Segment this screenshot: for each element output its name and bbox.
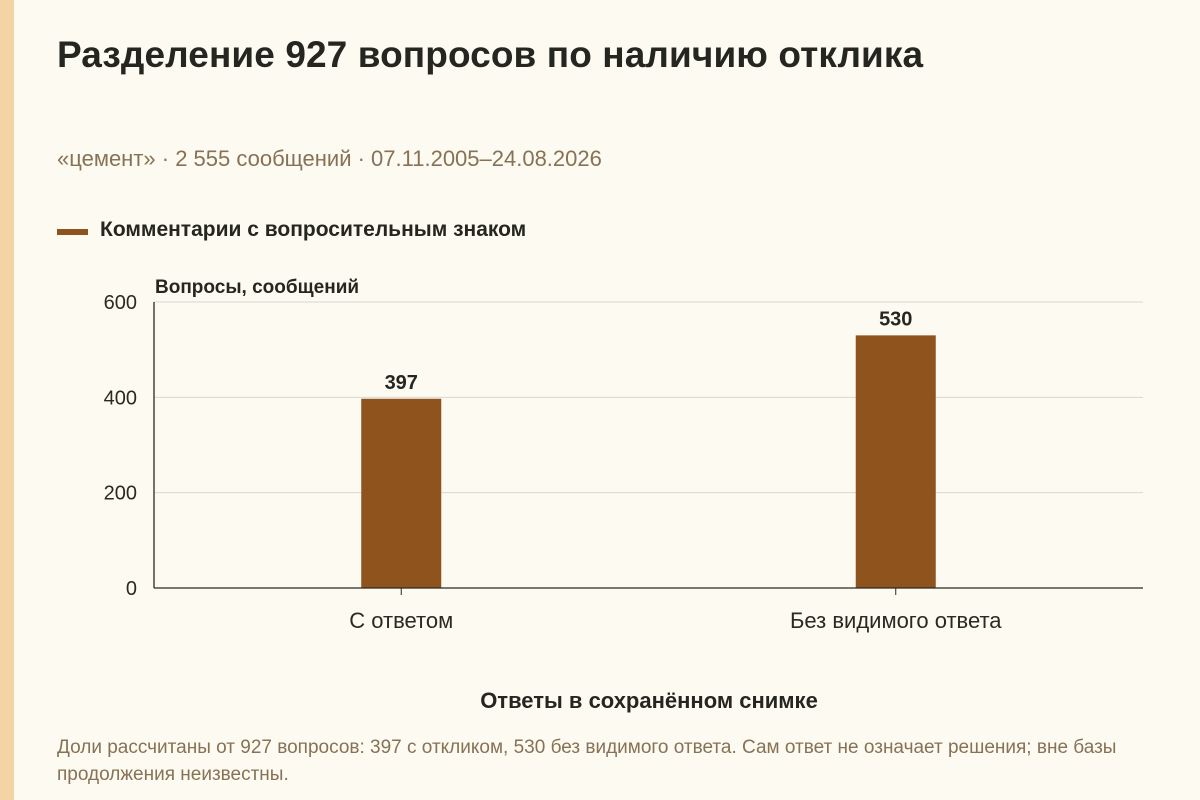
gridlines — [154, 301, 1143, 494]
y-tick-label: 400 — [104, 387, 137, 409]
bar — [361, 398, 442, 588]
y-axis-label: Вопросы, сообщений — [155, 277, 359, 298]
y-tick-label: 200 — [104, 483, 137, 505]
x-tick-labels: С ответом Без видимого ответа — [349, 608, 1002, 633]
chart-title: Разделение 927 вопросов по наличию откли… — [57, 34, 924, 75]
x-tick-label: С ответом — [349, 608, 453, 633]
bar — [855, 335, 936, 588]
bar-value-label: 397 — [385, 372, 418, 394]
bar-value-labels: 397 530 — [385, 308, 913, 393]
y-tick-labels: 0 200 400 600 — [104, 292, 137, 600]
y-tick-label: 600 — [104, 292, 137, 314]
legend-swatch — [57, 229, 88, 235]
legend-label: Комментарии с вопросительным знаком — [100, 218, 527, 241]
axes — [153, 302, 1143, 595]
y-tick-label: 0 — [126, 578, 137, 600]
x-tick-label: Без видимого ответа — [790, 608, 1002, 633]
bar-value-label: 530 — [879, 308, 912, 330]
footnote: Доли рассчитаны от 927 вопросов: 397 с о… — [57, 737, 1117, 785]
legend: Комментарии с вопросительным знаком — [57, 218, 526, 242]
chart-subtitle: «цемент» · 2 555 сообщений · 07.11.2005–… — [57, 146, 602, 171]
bars — [361, 335, 936, 588]
x-axis-label: Ответы в сохранённом снимке — [480, 688, 818, 713]
left-accent-strip — [0, 0, 14, 800]
